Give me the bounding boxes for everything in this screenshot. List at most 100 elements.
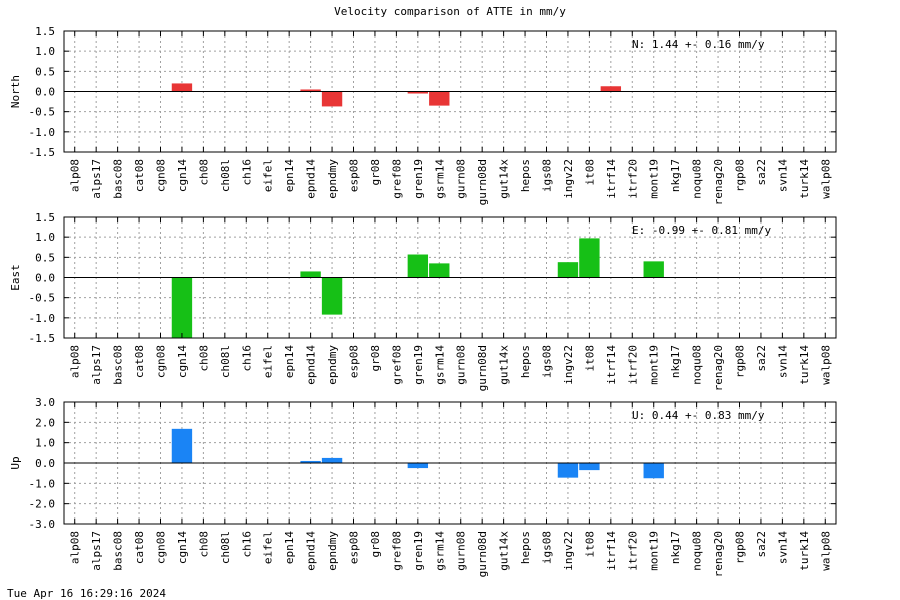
north-xtick-label: itrf20	[626, 159, 639, 199]
north-xtick-label: gsrm14	[433, 159, 446, 199]
north-xtick-label: rgp08	[734, 159, 747, 192]
east-ytick-label: 0.5	[35, 251, 55, 264]
east-velocity-annotation: E: -0.99 +- 0.81 mm/y	[632, 224, 771, 237]
north-xtick-label: it08	[583, 159, 596, 186]
east-bar-it08	[579, 238, 600, 278]
up-axis-label: Up	[9, 456, 22, 469]
up-bar-epnd14	[300, 460, 321, 463]
east-axis-label: East	[9, 264, 22, 291]
up-ytick-label: 0.0	[35, 457, 55, 470]
east-xtick-label: ch08	[197, 345, 210, 372]
north-xtick-label: svn14	[776, 159, 789, 192]
east-bar-ingv22	[557, 262, 579, 278]
north-xtick-label: cgn08	[155, 159, 168, 192]
up-xtick-label: walp08	[819, 531, 832, 571]
north-xtick-label: eifel	[262, 159, 275, 192]
up-xtick-label: it08	[583, 531, 596, 558]
up-xtick-label: renag20	[712, 531, 725, 577]
north-xtick-label: gren19	[412, 159, 425, 199]
north-ytick-label: -1.0	[29, 126, 56, 139]
up-bar-it08	[579, 463, 600, 471]
up-xtick-label: svn14	[776, 531, 789, 564]
east-bar-cgn14	[171, 277, 193, 338]
up-xtick-label: itrf20	[626, 531, 639, 571]
panel-up: -3.0 -2.0 -1.0 0.0 1.0 2.0 3.0 alp08 alps17 basc0…	[9, 396, 837, 577]
up-ytick-label: -2.0	[29, 498, 56, 511]
north-xtick-label: itrf14	[605, 159, 618, 199]
up-ytick-label: 1.0	[35, 437, 55, 450]
north-xtick-label: mont19	[648, 159, 661, 199]
north-xtick-label: ch08l	[219, 159, 232, 192]
north-ytick-label: -0.5	[29, 106, 56, 119]
east-xtick-label: epndmy	[326, 345, 339, 385]
up-xtick-label: gren19	[412, 531, 425, 571]
up-velocity-annotation: U: 0.44 +- 0.83 mm/y	[632, 409, 765, 422]
up-xtick-label: igs08	[541, 531, 554, 564]
up-xtick-label: gref08	[390, 531, 403, 571]
north-xtick-label: sa22	[755, 159, 768, 186]
east-xtick-label: svn14	[776, 345, 789, 378]
up-xtick-label: ch16	[240, 531, 253, 558]
east-xtick-label: gref08	[390, 345, 403, 385]
north-xtick-label: renag20	[712, 159, 725, 205]
up-bar-epndmy	[321, 457, 343, 463]
north-xtick-label: noqu08	[691, 159, 704, 199]
east-bar-epnd14	[300, 271, 321, 278]
up-ytick-label: 3.0	[35, 396, 55, 409]
east-xtick-label: epnd14	[305, 345, 318, 385]
north-bar-cgn14	[171, 83, 193, 92]
north-xtick-label: turk14	[798, 159, 811, 199]
north-velocity-annotation: N: 1.44 +- 0.16 mm/y	[632, 38, 765, 51]
east-xtick-label: rgp08	[734, 345, 747, 378]
up-xtick-label: ch08	[197, 531, 210, 558]
up-xtick-label: gsrm14	[433, 531, 446, 571]
panel-north: -1.5 -1.0 -0.5 0.0 0.5 1.0 1.5 alp08 alps17 basc0…	[9, 25, 837, 205]
east-xtick-label: it08	[583, 345, 596, 372]
east-xtick-label: gsrm14	[433, 345, 446, 385]
up-xtick-label: alp08	[69, 531, 82, 564]
up-xtick-label: turk14	[798, 531, 811, 571]
north-xtick-label: alps17	[90, 159, 103, 199]
up-xtick-label: sa22	[755, 531, 768, 558]
east-xtick-label: itrf20	[626, 345, 639, 385]
east-xtick-label: cat08	[133, 345, 146, 378]
up-xtick-label: gurn08	[455, 531, 468, 571]
up-xtick-label: mont19	[648, 531, 661, 571]
east-xtick-label: sa22	[755, 345, 768, 372]
north-xtick-label: esp08	[348, 159, 361, 192]
east-xtick-label: gren19	[412, 345, 425, 385]
north-xtick-label: ch08	[197, 159, 210, 186]
north-ytick-label: 0.0	[35, 86, 55, 99]
up-xtick-label: epndmy	[326, 531, 339, 571]
north-xtick-label: ingv22	[562, 159, 575, 199]
chart-title: Velocity comparison of ATTE in mm/y	[334, 5, 566, 18]
up-xtick-label: itrf14	[605, 531, 618, 571]
east-bar-mont19	[643, 261, 664, 278]
north-xtick-label: hepos	[519, 159, 532, 192]
north-xtick-label: gut14x	[498, 159, 511, 199]
east-xtick-label: itrf14	[605, 345, 618, 385]
up-xtick-label: gr08	[369, 531, 382, 558]
timestamp: Tue Apr 16 16:29:16 2024	[7, 587, 166, 600]
up-xtick-label: cat08	[133, 531, 146, 564]
north-xtick-label: epnd14	[305, 159, 318, 199]
north-xtick-label: basc08	[112, 159, 125, 199]
up-xtick-label: epnd14	[305, 531, 318, 571]
east-ytick-label: 1.0	[35, 231, 55, 244]
north-ytick-label: 1.0	[35, 45, 55, 58]
up-xtick-label: cgn08	[155, 531, 168, 564]
east-xtick-label: nkg17	[669, 345, 682, 378]
east-xtick-label: gut14x	[498, 345, 511, 385]
up-ytick-label: -1.0	[29, 477, 56, 490]
east-xtick-label: epn14	[283, 345, 296, 378]
up-xtick-label: basc08	[112, 531, 125, 571]
north-xtick-label: gurn08	[455, 159, 468, 199]
east-ytick-label: -1.0	[29, 312, 56, 325]
north-xtick-label: ch16	[240, 159, 253, 186]
up-bar-ingv22	[557, 463, 579, 478]
north-bar-gren19	[407, 91, 429, 94]
up-xtick-label: ch08l	[219, 531, 232, 564]
north-bar-epndmy	[321, 91, 343, 107]
east-xtick-label: gurn08d	[476, 345, 489, 391]
north-xtick-label: igs08	[541, 159, 554, 192]
